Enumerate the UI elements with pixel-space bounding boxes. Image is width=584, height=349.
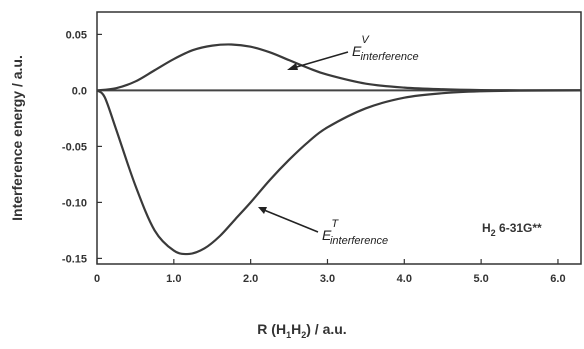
y-tick-label: -0.15 [62,253,87,265]
y-tick-label: -0.10 [62,197,87,209]
plot-frame [96,11,582,265]
system-label: H2 6-31G** [482,221,542,238]
ev-annotation-label: EV interference [352,34,419,63]
y-axis-label: Interference energy / a.u. [9,55,25,221]
x-tick-label: 5.0 [473,273,488,285]
ev-interference-curve [96,43,582,92]
x-tick-label: 4.0 [397,273,412,285]
ev-annotation-pointer [292,51,349,69]
et-annotation-pointer [263,209,319,233]
x-tick-label: 3.0 [320,273,335,285]
ev-annotation-arrowhead [287,63,298,70]
x-axis-label: R (H1H2) / a.u. [257,321,346,340]
axis-ticks: 0 1.0 2.0 3.0 4.0 5.0 6.0 0.05 0.0 -0.05 -0.10 -0.1… [62,29,566,285]
x-tick-label: 0 [94,273,100,285]
x-tick-label: 2.0 [243,273,258,285]
x-tick-label: 1.0 [166,273,181,285]
y-tick-label: -0.05 [62,141,87,153]
y-tick-label: 0.0 [72,85,87,97]
x-tick-label: 6.0 [550,273,565,285]
et-annotation-label: ET interference [322,218,388,247]
et-interference-curve [96,89,582,256]
y-tick-label: 0.05 [66,29,87,41]
et-annotation-arrowhead [258,207,267,214]
series-layer [96,43,582,256]
